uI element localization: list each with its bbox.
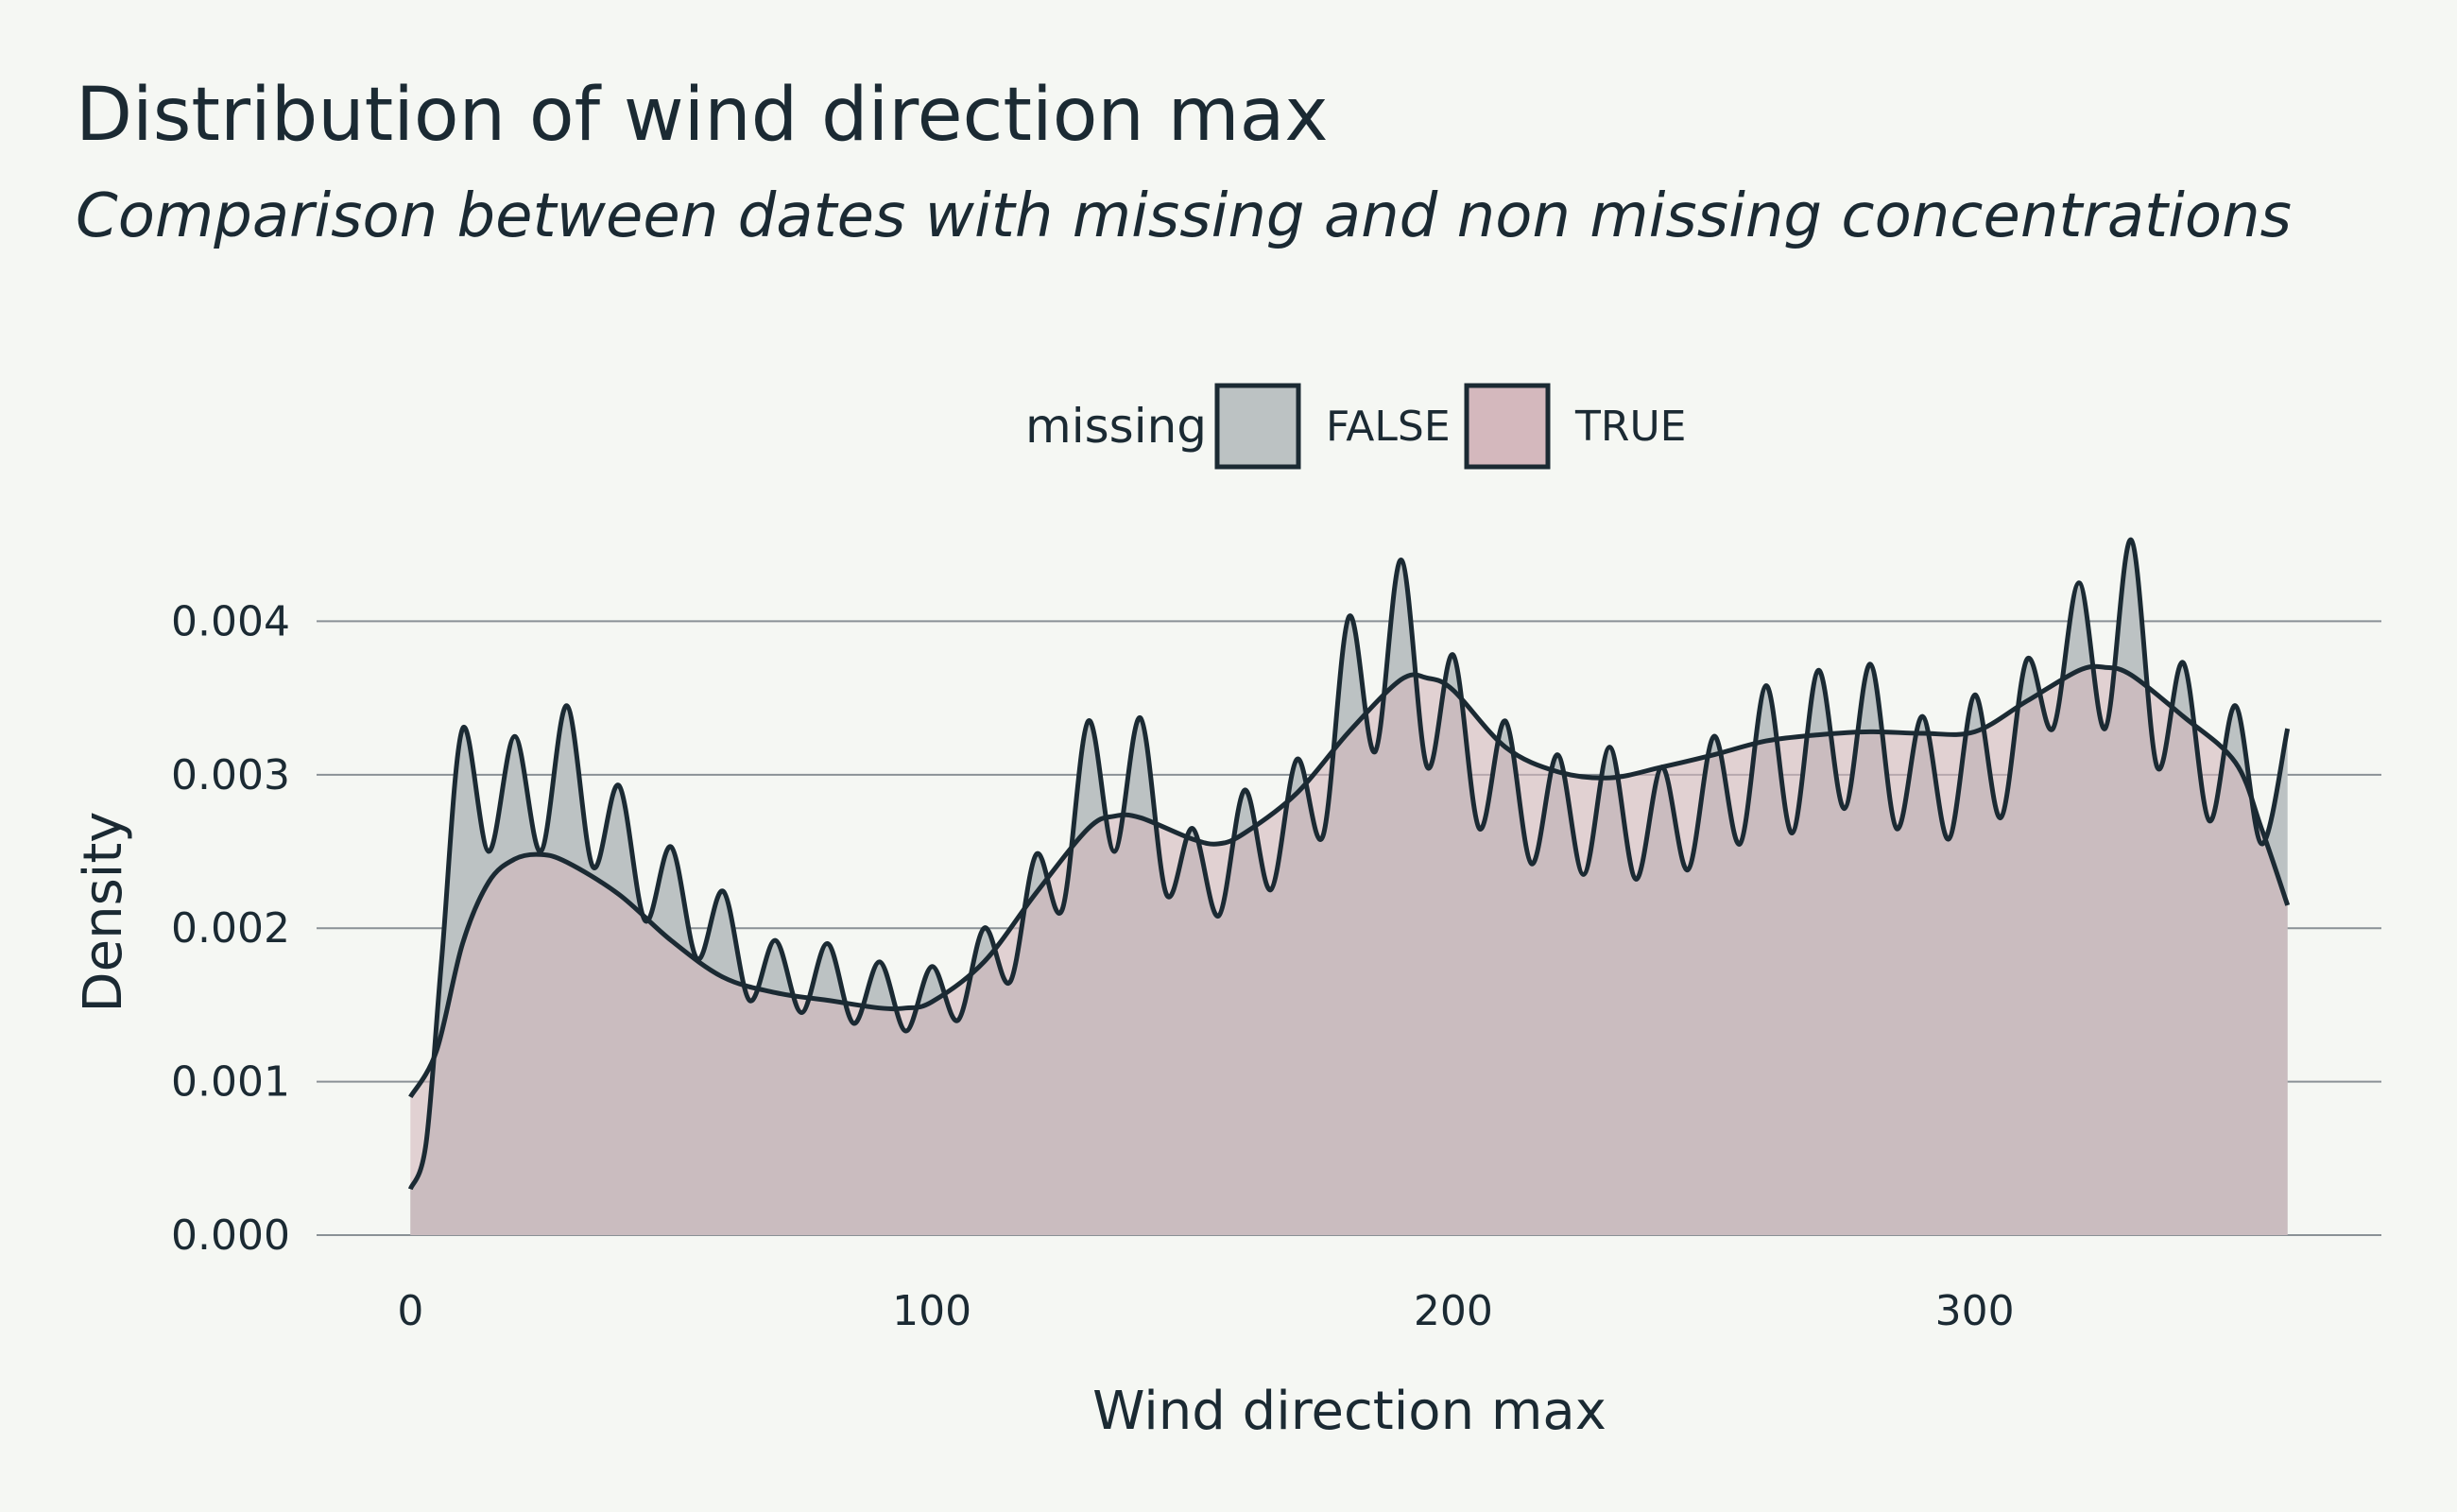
y-axis: 0.000 0.001 0.002 0.003 0.004 [171, 597, 290, 1260]
y-tick-label: 0.000 [171, 1211, 290, 1260]
legend: missing FALSE TRUE [1025, 383, 1686, 470]
y-tick-label: 0.001 [171, 1058, 290, 1107]
chart-title: Distribution of wind direction max [76, 73, 1329, 158]
y-tick-label: 0.003 [171, 751, 290, 799]
density-line-false [407, 537, 2291, 1191]
x-tick-label: 200 [1414, 1287, 1493, 1335]
legend-title: missing [1025, 399, 1207, 454]
x-tick-label: 0 [397, 1287, 423, 1335]
density-lines [407, 537, 2291, 1191]
legend-swatch-true [1464, 383, 1551, 470]
x-tick-label: 300 [1935, 1287, 2015, 1335]
legend-label-true: TRUE [1574, 403, 1686, 451]
x-axis: 0 100 200 300 [397, 1287, 2014, 1335]
density-areas [410, 540, 2288, 1235]
chart-subtitle: Comparison between dates with missing an… [76, 181, 2292, 251]
density-line-true [408, 663, 2291, 1099]
density-area-true [410, 666, 2288, 1235]
x-axis-title: Wind direction max [1092, 1381, 1606, 1442]
y-tick-label: 0.004 [171, 597, 290, 645]
legend-swatch-false [1214, 383, 1301, 470]
y-axis-title: Density [73, 812, 134, 1013]
legend-label-false: FALSE [1326, 403, 1451, 451]
y-tick-label: 0.002 [171, 904, 290, 953]
x-tick-label: 100 [892, 1287, 971, 1335]
